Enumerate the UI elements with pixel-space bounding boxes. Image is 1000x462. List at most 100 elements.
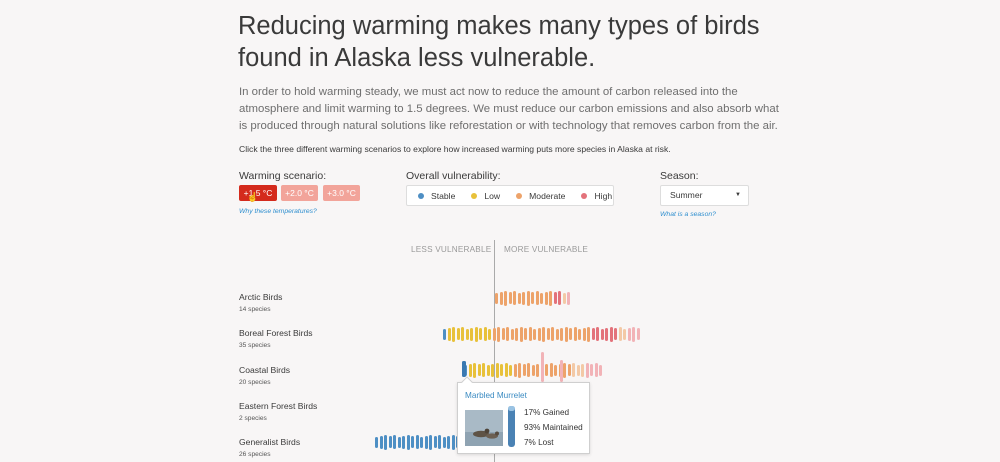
- species-bar[interactable]: [585, 362, 589, 378]
- species-bar[interactable]: [526, 290, 530, 306]
- species-bar[interactable]: [549, 290, 552, 306]
- species-bar[interactable]: [442, 436, 446, 448]
- species-bar[interactable]: [504, 290, 507, 306]
- species-bar[interactable]: [522, 291, 525, 305]
- species-bar[interactable]: [483, 327, 487, 341]
- species-bar[interactable]: [452, 326, 455, 342]
- species-bar[interactable]: [474, 326, 478, 342]
- species-bar[interactable]: [537, 327, 541, 341]
- species-bar[interactable]: [573, 327, 577, 341]
- species-bar[interactable]: [491, 363, 494, 377]
- species-bar[interactable]: [482, 363, 485, 377]
- species-bar[interactable]: [518, 362, 521, 378]
- species-bar[interactable]: [535, 291, 539, 305]
- species-bar[interactable]: [549, 363, 553, 377]
- species-bar[interactable]: [438, 435, 441, 449]
- species-bar[interactable]: [627, 327, 631, 341]
- species-bar[interactable]: [578, 328, 581, 340]
- species-bar[interactable]: [623, 328, 626, 340]
- species-bar[interactable]: [488, 328, 491, 340]
- species-bar[interactable]: [433, 436, 437, 448]
- species-bar[interactable]: [495, 362, 499, 378]
- species-bar[interactable]: [384, 434, 387, 450]
- species-bar[interactable]: [591, 328, 595, 340]
- species-bar[interactable]: [545, 364, 548, 376]
- scenario-button-2-0[interactable]: +2.0 °C: [281, 185, 318, 201]
- species-bar[interactable]: [492, 327, 496, 341]
- species-bar[interactable]: [517, 292, 521, 304]
- species-bar[interactable]: [582, 327, 586, 341]
- species-bar[interactable]: [461, 327, 464, 341]
- species-bar[interactable]: [379, 435, 383, 449]
- species-bar[interactable]: [406, 434, 410, 450]
- species-bar[interactable]: [411, 436, 414, 448]
- species-bar[interactable]: [554, 364, 557, 376]
- species-bar[interactable]: [600, 328, 604, 340]
- species-bar[interactable]: [596, 327, 599, 341]
- species-bar[interactable]: [473, 362, 476, 378]
- species-bar[interactable]: [536, 363, 539, 377]
- species-bar[interactable]: [501, 328, 505, 340]
- species-bar[interactable]: [500, 364, 503, 376]
- species-bar[interactable]: [499, 291, 503, 305]
- species-bar[interactable]: [522, 364, 526, 376]
- scenario-button-1-5[interactable]: +1.5 °C: [239, 185, 277, 201]
- species-bar[interactable]: [447, 327, 451, 341]
- species-bar[interactable]: [531, 292, 534, 304]
- species-bar[interactable]: [477, 364, 481, 376]
- species-bar[interactable]: [415, 435, 419, 449]
- species-bar[interactable]: [553, 292, 557, 304]
- species-bar[interactable]: [515, 327, 518, 341]
- species-bar[interactable]: [375, 436, 378, 448]
- season-select[interactable]: Summer ▼: [660, 185, 749, 206]
- species-bar[interactable]: [495, 292, 498, 304]
- scenario-button-3-0[interactable]: +3.0 °C: [323, 185, 360, 201]
- species-bar[interactable]: [581, 363, 584, 377]
- species-bar[interactable]: [443, 328, 446, 340]
- species-bar[interactable]: [555, 328, 559, 340]
- species-bar[interactable]: [451, 434, 455, 450]
- species-bar[interactable]: [420, 436, 423, 448]
- species-bar[interactable]: [594, 363, 598, 377]
- species-bar[interactable]: [519, 326, 523, 342]
- species-bar[interactable]: [632, 326, 635, 342]
- species-bar[interactable]: [567, 364, 571, 376]
- species-bar[interactable]: [509, 364, 512, 376]
- species-bar[interactable]: [540, 292, 543, 304]
- species-bar[interactable]: [605, 327, 608, 341]
- species-bar[interactable]: [558, 291, 561, 305]
- species-bar[interactable]: [456, 328, 460, 340]
- species-bar[interactable]: [572, 363, 575, 377]
- species-bar[interactable]: [468, 363, 472, 377]
- species-bar[interactable]: [544, 291, 548, 305]
- species-bar[interactable]: [504, 363, 508, 377]
- species-bar[interactable]: [447, 435, 450, 449]
- species-bar[interactable]: [429, 434, 432, 450]
- season-help-link[interactable]: What is a season?: [660, 211, 716, 218]
- species-bar[interactable]: [402, 435, 405, 449]
- species-bar[interactable]: [510, 328, 514, 340]
- species-bar[interactable]: [576, 364, 580, 376]
- species-bar[interactable]: [470, 327, 473, 341]
- species-bar[interactable]: [541, 352, 544, 382]
- species-bar[interactable]: [560, 327, 563, 341]
- species-bar[interactable]: [563, 362, 566, 378]
- species-bar-selected[interactable]: [462, 361, 466, 377]
- species-bar[interactable]: [564, 326, 568, 342]
- species-bar[interactable]: [618, 327, 622, 341]
- species-bar[interactable]: [465, 328, 469, 340]
- species-bar[interactable]: [388, 436, 392, 448]
- species-bar[interactable]: [486, 364, 490, 376]
- species-bar[interactable]: [393, 435, 396, 449]
- species-bar[interactable]: [599, 364, 602, 376]
- species-bar[interactable]: [508, 292, 512, 304]
- species-bar[interactable]: [513, 291, 516, 305]
- species-bar[interactable]: [533, 328, 536, 340]
- species-bar[interactable]: [614, 328, 617, 340]
- species-bar[interactable]: [567, 291, 570, 305]
- species-bar[interactable]: [587, 326, 590, 342]
- species-bar[interactable]: [609, 326, 613, 342]
- species-bar[interactable]: [424, 435, 428, 449]
- species-bar[interactable]: [531, 364, 535, 376]
- species-bar[interactable]: [524, 328, 527, 340]
